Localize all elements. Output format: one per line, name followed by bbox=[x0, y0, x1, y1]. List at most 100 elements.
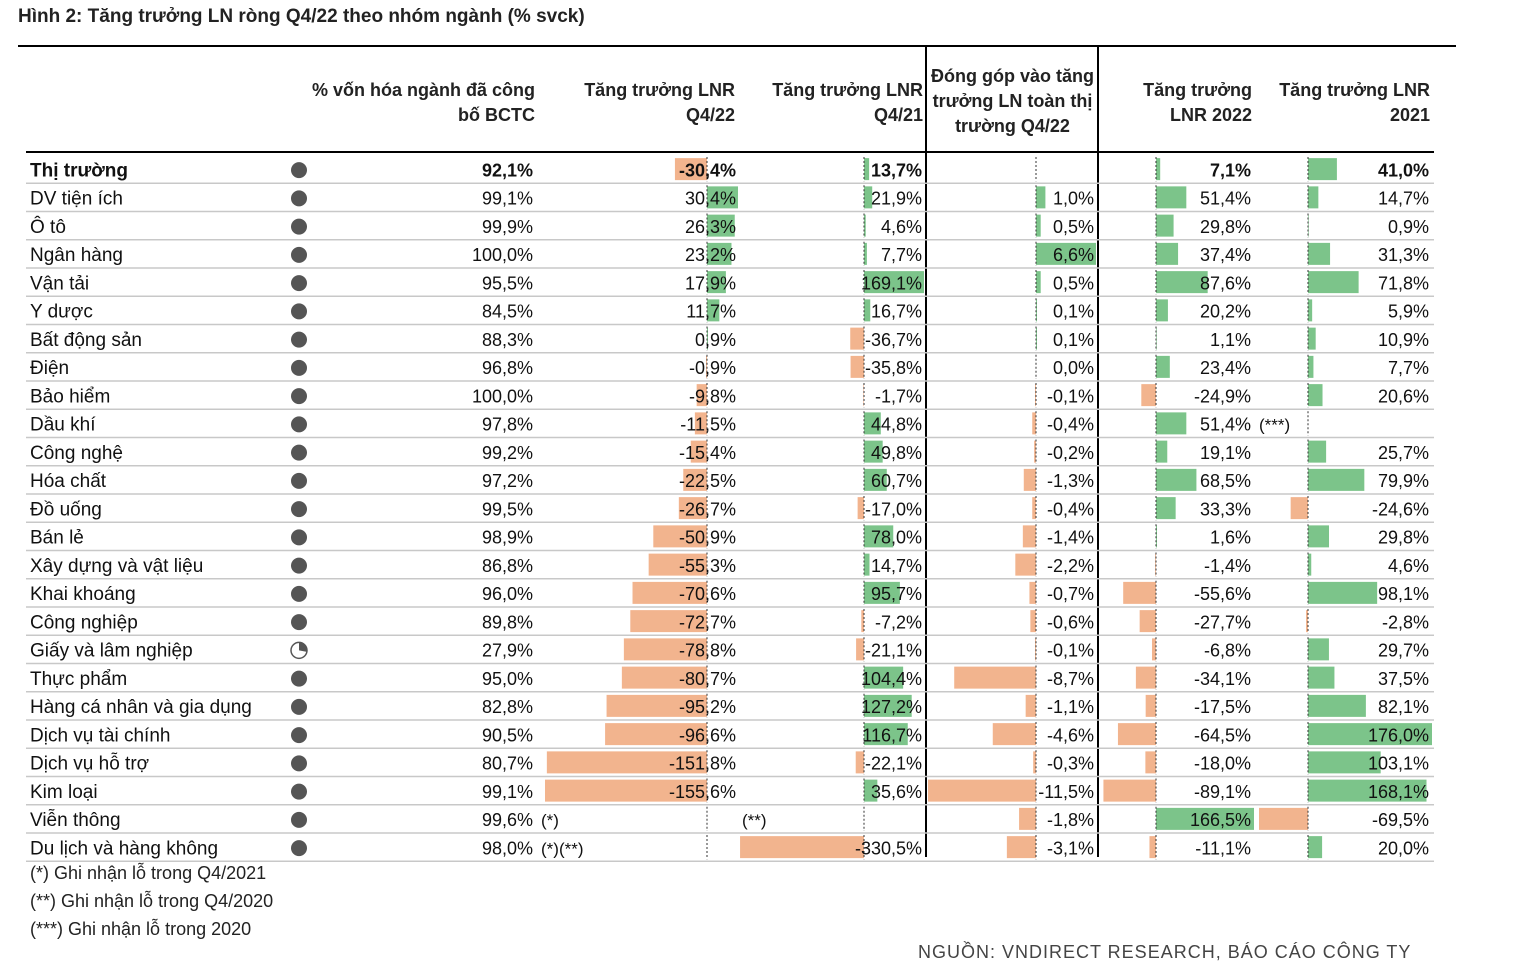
bar-y2021 bbox=[1308, 694, 1366, 717]
y2022-value: -55,6% bbox=[1194, 584, 1251, 604]
coverage-circle bbox=[291, 557, 307, 574]
y2021-value: 10,9% bbox=[1378, 330, 1429, 350]
bar-q421 bbox=[861, 610, 864, 633]
q422-value: -0,9% bbox=[689, 358, 736, 378]
sector-label: Kim loại bbox=[30, 782, 98, 803]
bar-contrib bbox=[1032, 412, 1036, 435]
sector-label: Dịch vụ tài chính bbox=[30, 725, 170, 746]
bar-y2022 bbox=[1117, 723, 1156, 746]
cap-value: 98,9% bbox=[482, 528, 533, 548]
bar-y2021 bbox=[1290, 497, 1308, 520]
bar-q422 bbox=[621, 666, 707, 689]
contrib-value: 0,1% bbox=[1053, 330, 1094, 350]
footnote-3: (***) Ghi nhận lỗ trong 2020 bbox=[30, 919, 252, 939]
coverage-circle bbox=[291, 698, 307, 715]
sector-label: Bán lẻ bbox=[30, 528, 84, 549]
sector-label: Điện bbox=[30, 358, 69, 379]
bar-contrib bbox=[1034, 440, 1036, 463]
bar-q421 bbox=[864, 412, 881, 435]
bar-q422 bbox=[696, 384, 707, 407]
cap-value: 96,0% bbox=[482, 584, 533, 604]
y2022-value: 166,5% bbox=[1190, 810, 1251, 830]
q422-value: -95,2% bbox=[679, 697, 736, 717]
cap-value: 88,3% bbox=[482, 330, 533, 350]
y2022-value: 68,5% bbox=[1200, 471, 1251, 491]
q422-value: -11,5% bbox=[680, 415, 736, 435]
q422-value: -96,6% bbox=[679, 725, 736, 745]
source-note: NGUỒN: VNDIRECT RESEARCH, BÁO CÁO CÔNG T… bbox=[918, 942, 1412, 962]
bar-y2022 bbox=[1156, 468, 1197, 491]
coverage-circle bbox=[291, 359, 307, 376]
contrib-value: -3,1% bbox=[1047, 838, 1094, 858]
cap-note: (*) bbox=[541, 811, 559, 830]
bar-contrib bbox=[954, 666, 1036, 689]
bar-q422 bbox=[630, 610, 707, 633]
q422-value: -50,9% bbox=[679, 528, 736, 548]
header-rule bbox=[26, 151, 1434, 153]
bar-q421 bbox=[864, 553, 870, 576]
q422-value: -15,4% bbox=[679, 443, 736, 463]
bar-q422 bbox=[694, 412, 707, 435]
bar-y2021 bbox=[1308, 723, 1432, 746]
bar-y2022 bbox=[1149, 836, 1156, 859]
coverage-circle bbox=[291, 218, 307, 235]
bar-q421 bbox=[864, 468, 887, 491]
y2022-value: -64,5% bbox=[1194, 725, 1251, 745]
header-q421-line1: Tăng trưởng LNR bbox=[772, 80, 923, 100]
bar-q421 bbox=[864, 299, 871, 322]
q421-value: -7,2% bbox=[875, 612, 922, 632]
contrib-value: -0,4% bbox=[1047, 499, 1094, 519]
coverage-circle bbox=[291, 840, 307, 857]
cap-value: 99,9% bbox=[482, 217, 533, 237]
sector-label: Thực phẩm bbox=[30, 669, 127, 690]
bar-contrib bbox=[1032, 497, 1036, 520]
bar-y2021 bbox=[1308, 299, 1313, 322]
y2021-value: 20,6% bbox=[1378, 386, 1429, 406]
header-q421: Tăng trưởng LNR Q4/21 bbox=[745, 78, 923, 128]
header-y2022-line2: LNR 2022 bbox=[1169, 105, 1252, 125]
coverage-circle bbox=[291, 444, 307, 461]
bar-q421 bbox=[864, 242, 867, 265]
bar-contrib bbox=[1036, 271, 1041, 294]
y2021-value: 31,3% bbox=[1378, 245, 1429, 265]
sector-label: Dịch vụ hỗ trợ bbox=[30, 753, 149, 775]
bar-q422 bbox=[678, 497, 707, 520]
header-cap: % vốn hóa ngành đã công bố BCTC bbox=[260, 78, 535, 128]
bar-q421 bbox=[857, 497, 864, 520]
contrib-value: -0,1% bbox=[1047, 641, 1094, 661]
q422-value: 11,7% bbox=[686, 302, 736, 322]
bar-y2021 bbox=[1308, 468, 1365, 491]
contrib-value: -11,5% bbox=[1038, 782, 1094, 802]
q421-value: -22,1% bbox=[865, 754, 922, 774]
y2021-value: 41,0% bbox=[1378, 160, 1429, 180]
y2022-value: 1,1% bbox=[1210, 330, 1251, 350]
y2022-value: -6,8% bbox=[1204, 641, 1251, 661]
bar-q421 bbox=[864, 666, 904, 689]
sector-label: Giấy và lâm nghiệp bbox=[30, 641, 193, 662]
bar-contrib bbox=[1036, 214, 1041, 237]
bar-q422 bbox=[707, 242, 732, 265]
sector-label: Khai khoáng bbox=[30, 584, 136, 605]
q422-value: -22,5% bbox=[679, 471, 736, 491]
y2022-value: 1,6% bbox=[1210, 528, 1251, 548]
header-y2022: Tăng trưởng LNR 2022 bbox=[1105, 78, 1252, 128]
coverage-circle bbox=[291, 416, 307, 433]
bar-y2021 bbox=[1308, 271, 1359, 294]
bar-y2022 bbox=[1156, 440, 1168, 463]
q421-value: -17,0% bbox=[865, 499, 922, 519]
q422-value: -30,4% bbox=[679, 160, 736, 180]
cap-value: 84,5% bbox=[482, 302, 533, 322]
bar-y2022 bbox=[1156, 186, 1187, 209]
bar-q421 bbox=[850, 327, 864, 350]
footnote-2: (**) Ghi nhận lỗ trong Q4/2020 bbox=[30, 891, 274, 911]
sector-label: Đồ uống bbox=[30, 499, 102, 520]
cap-value: 80,7% bbox=[482, 754, 533, 774]
q422-value: 17,9% bbox=[685, 273, 736, 293]
q421-value: 104,4% bbox=[861, 669, 922, 689]
contrib-value: -1,4% bbox=[1047, 528, 1094, 548]
bar-q421 bbox=[864, 581, 900, 604]
y2021-value: -24,6% bbox=[1372, 499, 1429, 519]
bar-y2022 bbox=[1141, 384, 1156, 407]
sector-label: Hàng cá nhân và gia dụng bbox=[30, 697, 252, 718]
top-rule bbox=[18, 45, 1456, 47]
